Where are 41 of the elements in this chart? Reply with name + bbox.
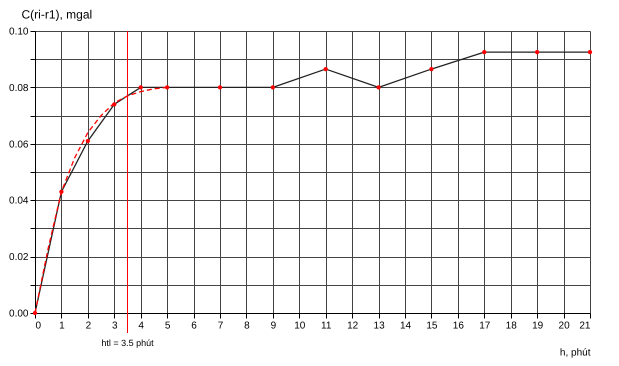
x-tick-label: 0 — [36, 320, 42, 332]
x-axis-title: h, phút — [560, 348, 591, 358]
point — [270, 85, 275, 90]
y-tick-label: 0.02 — [9, 252, 29, 264]
point — [376, 85, 381, 90]
x-tick-label: 8 — [244, 320, 250, 332]
y-axis-title: C(ri-r1), mgal — [22, 8, 92, 22]
point — [324, 66, 328, 72]
x-tick-label: 15 — [426, 320, 438, 332]
x-tick-label: 18 — [506, 320, 518, 332]
x-tick-label: 14 — [400, 320, 412, 332]
point — [482, 50, 486, 54]
x-tick-label: 21 — [579, 320, 591, 332]
y-tick-label: 0.10 — [9, 26, 29, 38]
x-tick-label: 2 — [86, 320, 92, 332]
x-tick-label: 13 — [374, 320, 386, 332]
point — [429, 66, 434, 72]
x-tick-label: 16 — [452, 320, 464, 332]
point — [138, 85, 143, 90]
y-tick-label: 0.08 — [9, 82, 29, 94]
x-tick-label: 10 — [294, 320, 306, 332]
x-tick-label: 6 — [191, 320, 198, 332]
y-tick-label: 0.04 — [9, 196, 29, 207]
y-tick-label: 0.00 — [9, 308, 29, 320]
point — [86, 138, 90, 144]
ref-line-label: htl = 3.5 phút — [101, 338, 154, 348]
x-tick-label: 11 — [321, 320, 332, 332]
x-tick-label: 3 — [112, 320, 118, 332]
x-tick-label: 12 — [347, 320, 359, 332]
x-tick-label: 1 — [59, 320, 66, 332]
y-tick-label: 0.06 — [9, 139, 29, 150]
x-tick-label: 17 — [479, 320, 491, 332]
point — [218, 85, 222, 90]
point — [588, 50, 592, 54]
x-tick-label: 7 — [218, 320, 224, 332]
x-tick-label: 20 — [558, 320, 570, 332]
x-tick-label: 5 — [164, 320, 171, 332]
x-tick-label: 4 — [138, 320, 144, 332]
x-tick-label: 19 — [532, 320, 544, 332]
x-tick-label: 9 — [270, 320, 277, 332]
point — [535, 50, 540, 54]
